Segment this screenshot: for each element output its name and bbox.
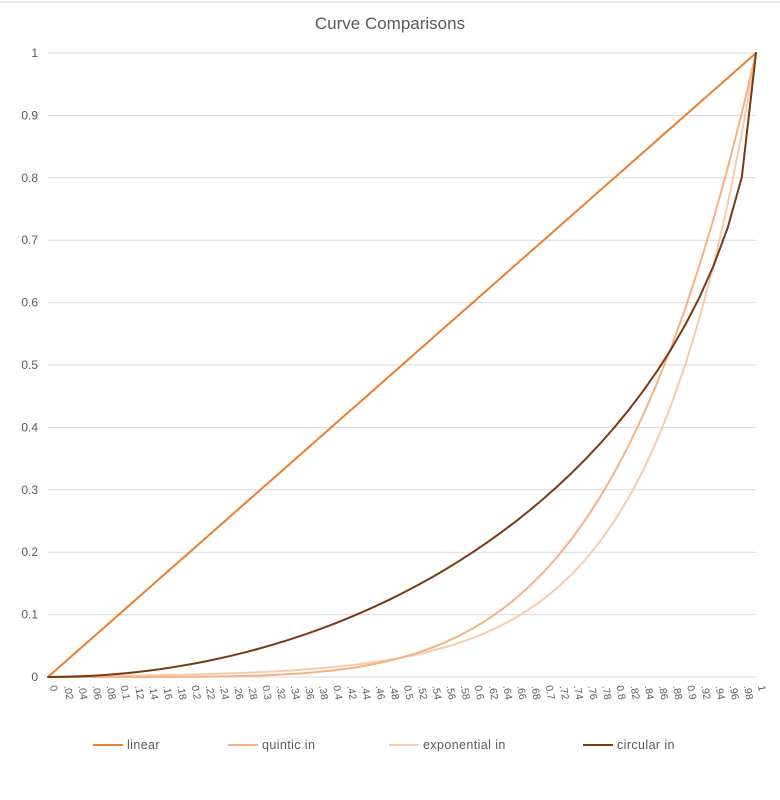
svg-text:0.6: 0.6 xyxy=(472,685,485,701)
svg-text:.22: .22 xyxy=(203,685,216,701)
svg-text:.18: .18 xyxy=(174,685,187,701)
svg-text:.86: .86 xyxy=(656,685,669,701)
svg-text:.34: .34 xyxy=(288,685,301,701)
svg-text:.02: .02 xyxy=(61,685,74,701)
svg-text:.62: .62 xyxy=(486,685,499,701)
svg-text:0.1: 0.1 xyxy=(118,685,131,701)
svg-text:0.5: 0.5 xyxy=(401,685,414,701)
svg-text:0.2: 0.2 xyxy=(189,685,202,701)
svg-text:0.2: 0.2 xyxy=(21,545,38,559)
svg-text:.06: .06 xyxy=(90,685,103,701)
svg-text:0.5: 0.5 xyxy=(21,358,38,372)
svg-text:.36: .36 xyxy=(302,685,315,701)
svg-text:.16: .16 xyxy=(160,685,173,701)
svg-text:0: 0 xyxy=(47,685,59,693)
svg-text:.58: .58 xyxy=(458,685,471,701)
svg-text:.74: .74 xyxy=(571,685,584,701)
svg-text:0.8: 0.8 xyxy=(613,685,626,701)
svg-text:0.7: 0.7 xyxy=(21,233,38,247)
svg-text:0: 0 xyxy=(31,670,38,684)
svg-text:0.9: 0.9 xyxy=(684,685,697,701)
svg-text:.94: .94 xyxy=(713,685,726,701)
svg-text:.82: .82 xyxy=(628,685,641,701)
svg-text:.98: .98 xyxy=(741,685,754,701)
svg-text:0.6: 0.6 xyxy=(21,296,38,310)
svg-text:.54: .54 xyxy=(429,685,442,701)
svg-text:.88: .88 xyxy=(670,685,683,701)
svg-text:1: 1 xyxy=(31,46,38,60)
svg-text:.64: .64 xyxy=(500,685,513,701)
svg-text:.46: .46 xyxy=(373,685,386,701)
svg-text:.26: .26 xyxy=(231,685,244,701)
svg-text:.44: .44 xyxy=(359,685,372,701)
svg-text:.14: .14 xyxy=(146,685,159,701)
svg-text:.56: .56 xyxy=(444,685,457,701)
svg-text:.84: .84 xyxy=(642,685,655,701)
svg-text:1: 1 xyxy=(755,685,767,693)
svg-text:.48: .48 xyxy=(387,685,400,701)
svg-text:.42: .42 xyxy=(344,685,357,701)
svg-text:.08: .08 xyxy=(104,685,117,701)
svg-text:.24: .24 xyxy=(217,685,230,701)
svg-text:0.7: 0.7 xyxy=(543,685,556,701)
svg-text:0.3: 0.3 xyxy=(21,483,38,497)
svg-text:0.3: 0.3 xyxy=(259,685,272,701)
svg-text:.04: .04 xyxy=(75,685,88,701)
svg-text:.28: .28 xyxy=(245,685,258,701)
svg-text:.72: .72 xyxy=(557,685,570,701)
svg-text:.96: .96 xyxy=(727,685,740,701)
svg-text:0.1: 0.1 xyxy=(21,608,38,622)
svg-text:.38: .38 xyxy=(316,685,329,701)
svg-text:.68: .68 xyxy=(528,685,541,701)
svg-text:0.8: 0.8 xyxy=(21,171,38,185)
svg-text:.32: .32 xyxy=(274,685,287,701)
svg-text:.76: .76 xyxy=(585,685,598,701)
svg-text:.52: .52 xyxy=(415,685,428,701)
svg-text:.92: .92 xyxy=(698,685,711,701)
svg-text:.66: .66 xyxy=(514,685,527,701)
svg-text:0.9: 0.9 xyxy=(21,108,38,122)
svg-text:.78: .78 xyxy=(599,685,612,701)
svg-text:0.4: 0.4 xyxy=(21,420,38,434)
svg-text:0.4: 0.4 xyxy=(330,685,343,701)
svg-text:.12: .12 xyxy=(132,685,145,701)
